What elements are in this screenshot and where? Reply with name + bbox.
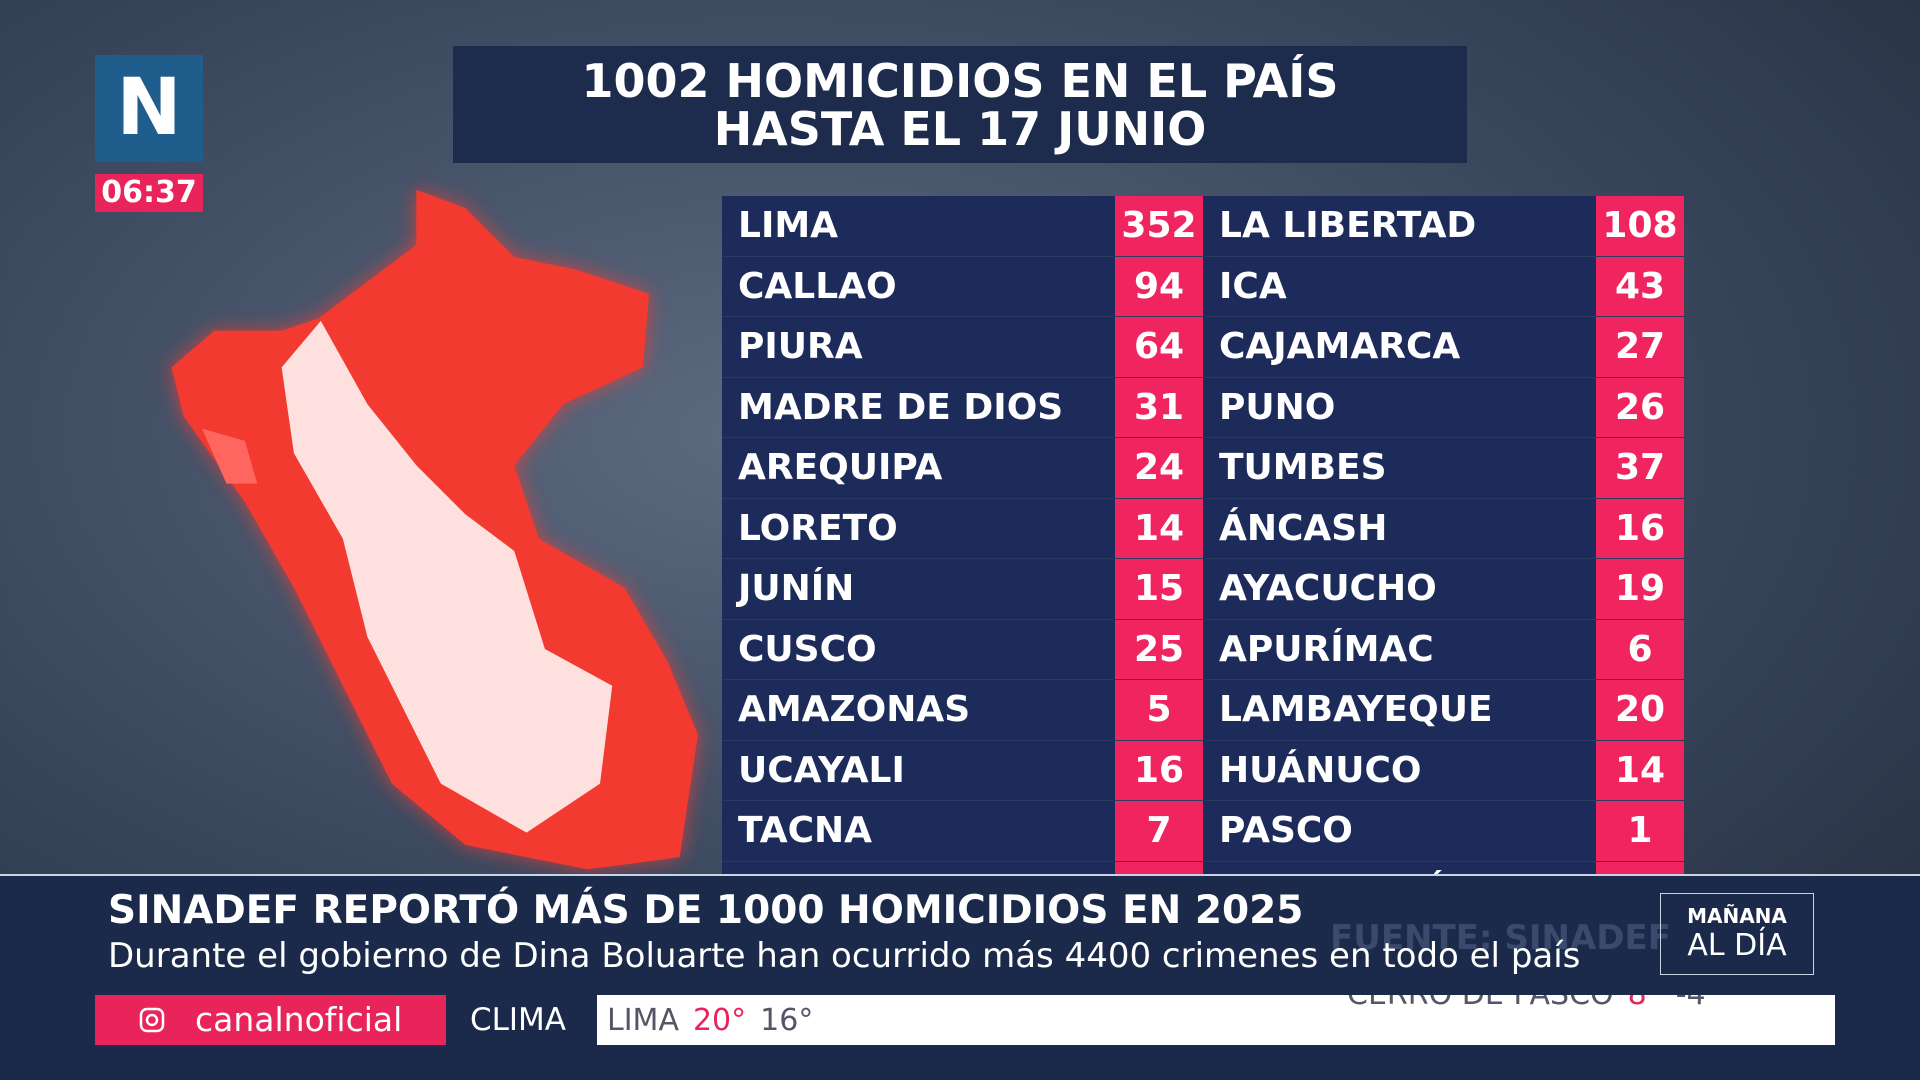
peru-map <box>171 189 698 870</box>
homicide-count: 94 <box>1115 256 1203 316</box>
homicide-count: 37 <box>1596 438 1684 498</box>
weather-city: CERRO DE PASCO <box>1347 995 1614 1012</box>
region-name: LORETO <box>722 498 1115 558</box>
homicide-count: 19 <box>1596 559 1684 619</box>
table-row: CALLAO 94 ICA 43 <box>722 256 1684 317</box>
title-box: 1002 HOMICIDIOS EN EL PAÍS HASTA EL 17 J… <box>453 46 1467 163</box>
homicide-count: 6 <box>1596 619 1684 679</box>
homicide-table: LIMA 352 LA LIBERTAD 108 CALLAO 94 ICA 43 PIURA 6… <box>722 196 1684 922</box>
weather-max: 8° <box>1628 995 1662 1012</box>
weather-label: CLIMA <box>470 1002 567 1038</box>
weather-max: 20° <box>692 1003 747 1038</box>
region-name: UCAYALI <box>722 740 1115 800</box>
region-name: LIMA <box>722 196 1115 256</box>
table-row: CUSCO 25 APURÍMAC 6 <box>722 619 1684 680</box>
region-name: ICA <box>1203 256 1596 316</box>
homicide-count: 108 <box>1596 196 1684 256</box>
homicide-count: 7 <box>1115 801 1203 861</box>
subheadline: Durante el gobierno de Dina Boluarte han… <box>108 936 1581 976</box>
table-row: TACNA 7 PASCO 1 <box>722 801 1684 862</box>
table-row: UCAYALI 16 HUÁNUCO 14 <box>722 740 1684 801</box>
homicide-count: 20 <box>1596 680 1684 740</box>
social-text: canalnoficial <box>195 1000 403 1039</box>
homicide-count: 1 <box>1596 801 1684 861</box>
clock: 06:37 <box>95 174 203 212</box>
table-row: LORETO 14 ÁNCASH 16 <box>722 498 1684 559</box>
region-name: APURÍMAC <box>1203 619 1596 679</box>
instagram-icon <box>139 1007 165 1033</box>
lower-third <box>0 874 1920 1080</box>
homicide-count: 26 <box>1596 377 1684 437</box>
region-name: AMAZONAS <box>722 680 1115 740</box>
homicide-count: 24 <box>1115 438 1203 498</box>
table-row: AREQUIPA 24 TUMBES 37 <box>722 438 1684 499</box>
homicide-count: 14 <box>1115 498 1203 558</box>
social-handle: canalnoficial <box>95 995 446 1045</box>
title-line: 1002 HOMICIDIOS EN EL PAÍS <box>581 53 1339 108</box>
region-name: TUMBES <box>1203 438 1596 498</box>
region-name: AYACUCHO <box>1203 559 1596 619</box>
table-row: PIURA 64 CAJAMARCA 27 <box>722 317 1684 378</box>
channel-logo: N <box>95 55 203 162</box>
region-name: ÁNCASH <box>1203 498 1596 558</box>
region-name: CAJAMARCA <box>1203 317 1596 377</box>
region-name: PASCO <box>1203 801 1596 861</box>
source: FUENTE: SINADEF <box>1330 918 1671 958</box>
show-logo-line: AL DÍA <box>1687 928 1787 963</box>
homicide-count: 43 <box>1596 256 1684 316</box>
region-name: LA LIBERTAD <box>1203 196 1596 256</box>
region-name: AREQUIPA <box>722 438 1115 498</box>
homicide-count: 14 <box>1596 740 1684 800</box>
table-row: LIMA 352 LA LIBERTAD 108 <box>722 196 1684 257</box>
region-name: LAMBAYEQUE <box>1203 680 1596 740</box>
title-line: HASTA EL 17 JUNIO <box>713 101 1207 156</box>
table-row: AMAZONAS 5 LAMBAYEQUE 20 <box>722 680 1684 741</box>
table-row: MADRE DE DIOS 31 PUNO 26 <box>722 377 1684 438</box>
homicide-count: 64 <box>1115 317 1203 377</box>
weather-item: LIMA 20° 16° <box>607 1003 827 1038</box>
region-name: JUNÍN <box>722 559 1115 619</box>
headline: SINADEF REPORTÓ MÁS DE 1000 HOMICIDIOS E… <box>108 888 1304 933</box>
region-name: PUNO <box>1203 377 1596 437</box>
homicide-count: 16 <box>1115 740 1203 800</box>
show-logo-line: MAÑANA <box>1687 904 1787 928</box>
homicide-count: 15 <box>1115 559 1203 619</box>
weather-item: CERRO DE PASCO 8° -4° <box>1347 995 1735 1012</box>
homicide-count: 16 <box>1596 498 1684 558</box>
homicide-count: 5 <box>1115 680 1203 740</box>
show-logo: MAÑANA AL DÍA <box>1660 893 1814 975</box>
table-row: JUNÍN 15 AYACUCHO 19 <box>722 559 1684 620</box>
homicide-count: 25 <box>1115 619 1203 679</box>
region-name: TACNA <box>722 801 1115 861</box>
homicide-count: 31 <box>1115 377 1203 437</box>
region-name: PIURA <box>722 317 1115 377</box>
region-name: MADRE DE DIOS <box>722 377 1115 437</box>
homicide-count: 352 <box>1115 196 1203 256</box>
homicide-count: 27 <box>1596 317 1684 377</box>
region-name: HUÁNUCO <box>1203 740 1596 800</box>
region-name: CALLAO <box>722 256 1115 316</box>
weather-min: -4° <box>1676 995 1721 1012</box>
region-name: CUSCO <box>722 619 1115 679</box>
weather-min: 16° <box>760 1003 814 1038</box>
weather-city: LIMA <box>607 1003 679 1038</box>
